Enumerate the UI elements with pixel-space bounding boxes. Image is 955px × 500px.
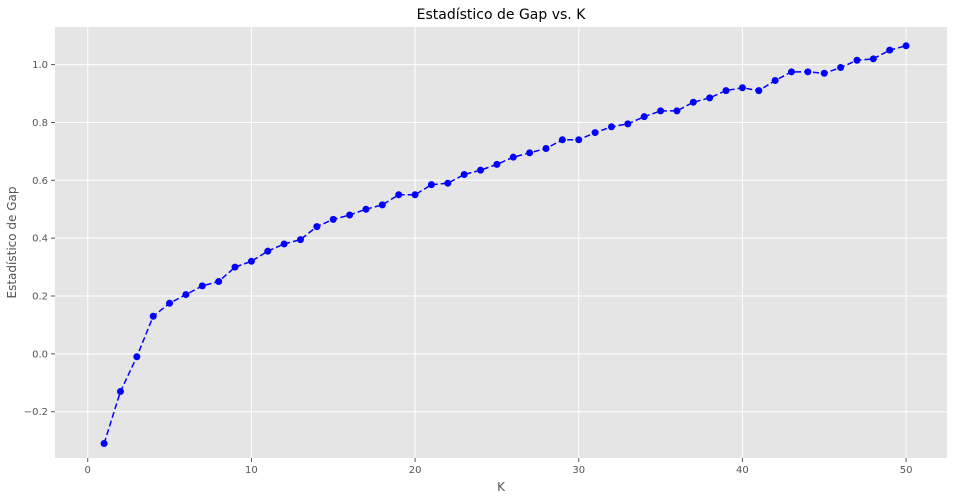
x-tick-label: 0	[85, 465, 91, 476]
data-point	[575, 136, 583, 144]
data-point	[215, 278, 223, 286]
data-point	[297, 236, 305, 244]
y-tick-label: 0.2	[32, 292, 48, 303]
data-point	[738, 84, 746, 92]
data-point	[362, 205, 370, 213]
data-point	[558, 136, 566, 144]
y-tick-label: 0.8	[32, 118, 48, 129]
data-point	[607, 123, 615, 131]
x-axis-label: K	[497, 480, 506, 494]
data-point	[395, 191, 403, 199]
data-point	[116, 387, 124, 395]
data-point	[444, 179, 452, 187]
x-tick-label: 50	[900, 465, 913, 476]
data-point	[542, 144, 550, 152]
chart-title: Estadístico de Gap vs. K	[417, 7, 587, 23]
data-point	[280, 240, 288, 248]
data-point	[591, 129, 599, 137]
y-tick-label: 1.0	[32, 60, 48, 71]
data-point	[313, 223, 321, 231]
data-point	[231, 263, 239, 271]
data-point	[657, 107, 665, 115]
data-point	[837, 63, 845, 71]
data-point	[149, 312, 157, 320]
data-point	[477, 166, 485, 174]
data-point	[902, 42, 910, 50]
x-tick-label: 20	[409, 465, 422, 476]
data-point	[346, 211, 354, 219]
data-point	[166, 299, 174, 307]
y-axis-label: Estadístico de Gap	[5, 187, 19, 299]
data-point	[755, 87, 763, 95]
data-point	[673, 107, 681, 115]
data-point	[869, 55, 877, 63]
data-point	[460, 171, 468, 179]
data-point	[427, 181, 435, 189]
data-point	[264, 247, 272, 255]
x-tick-label: 40	[736, 465, 749, 476]
data-points	[100, 42, 910, 448]
data-point	[640, 113, 648, 121]
data-point	[100, 440, 108, 448]
data-point	[886, 46, 894, 54]
y-tick-label: 0.6	[32, 176, 48, 187]
data-point	[329, 215, 337, 223]
y-tick-label: −0.2	[24, 407, 48, 418]
data-point	[182, 291, 190, 299]
data-point	[247, 257, 255, 265]
data-point	[820, 69, 828, 77]
data-point	[133, 353, 141, 361]
data-point	[411, 191, 419, 199]
data-point	[493, 160, 501, 168]
x-tick-label: 10	[245, 465, 258, 476]
x-axis-ticks: 0 10 20 30 40 50	[85, 458, 913, 476]
data-point	[378, 201, 386, 209]
y-axis-ticks: −0.2 0.0 0.2 0.4 0.6 0.8 1.0	[24, 60, 55, 418]
data-point	[853, 56, 861, 64]
data-point	[706, 94, 714, 102]
x-tick-label: 30	[572, 465, 585, 476]
grid-lines	[55, 27, 947, 458]
data-point	[788, 68, 796, 76]
data-point	[526, 149, 534, 157]
data-point	[771, 77, 779, 85]
data-point	[689, 98, 697, 106]
data-point	[804, 68, 812, 76]
data-point	[198, 282, 206, 290]
data-point	[722, 87, 730, 95]
y-tick-label: 0.0	[32, 349, 48, 360]
plot-area	[55, 27, 947, 458]
data-point	[509, 153, 517, 161]
y-tick-label: 0.4	[32, 234, 48, 245]
data-point	[624, 120, 632, 128]
